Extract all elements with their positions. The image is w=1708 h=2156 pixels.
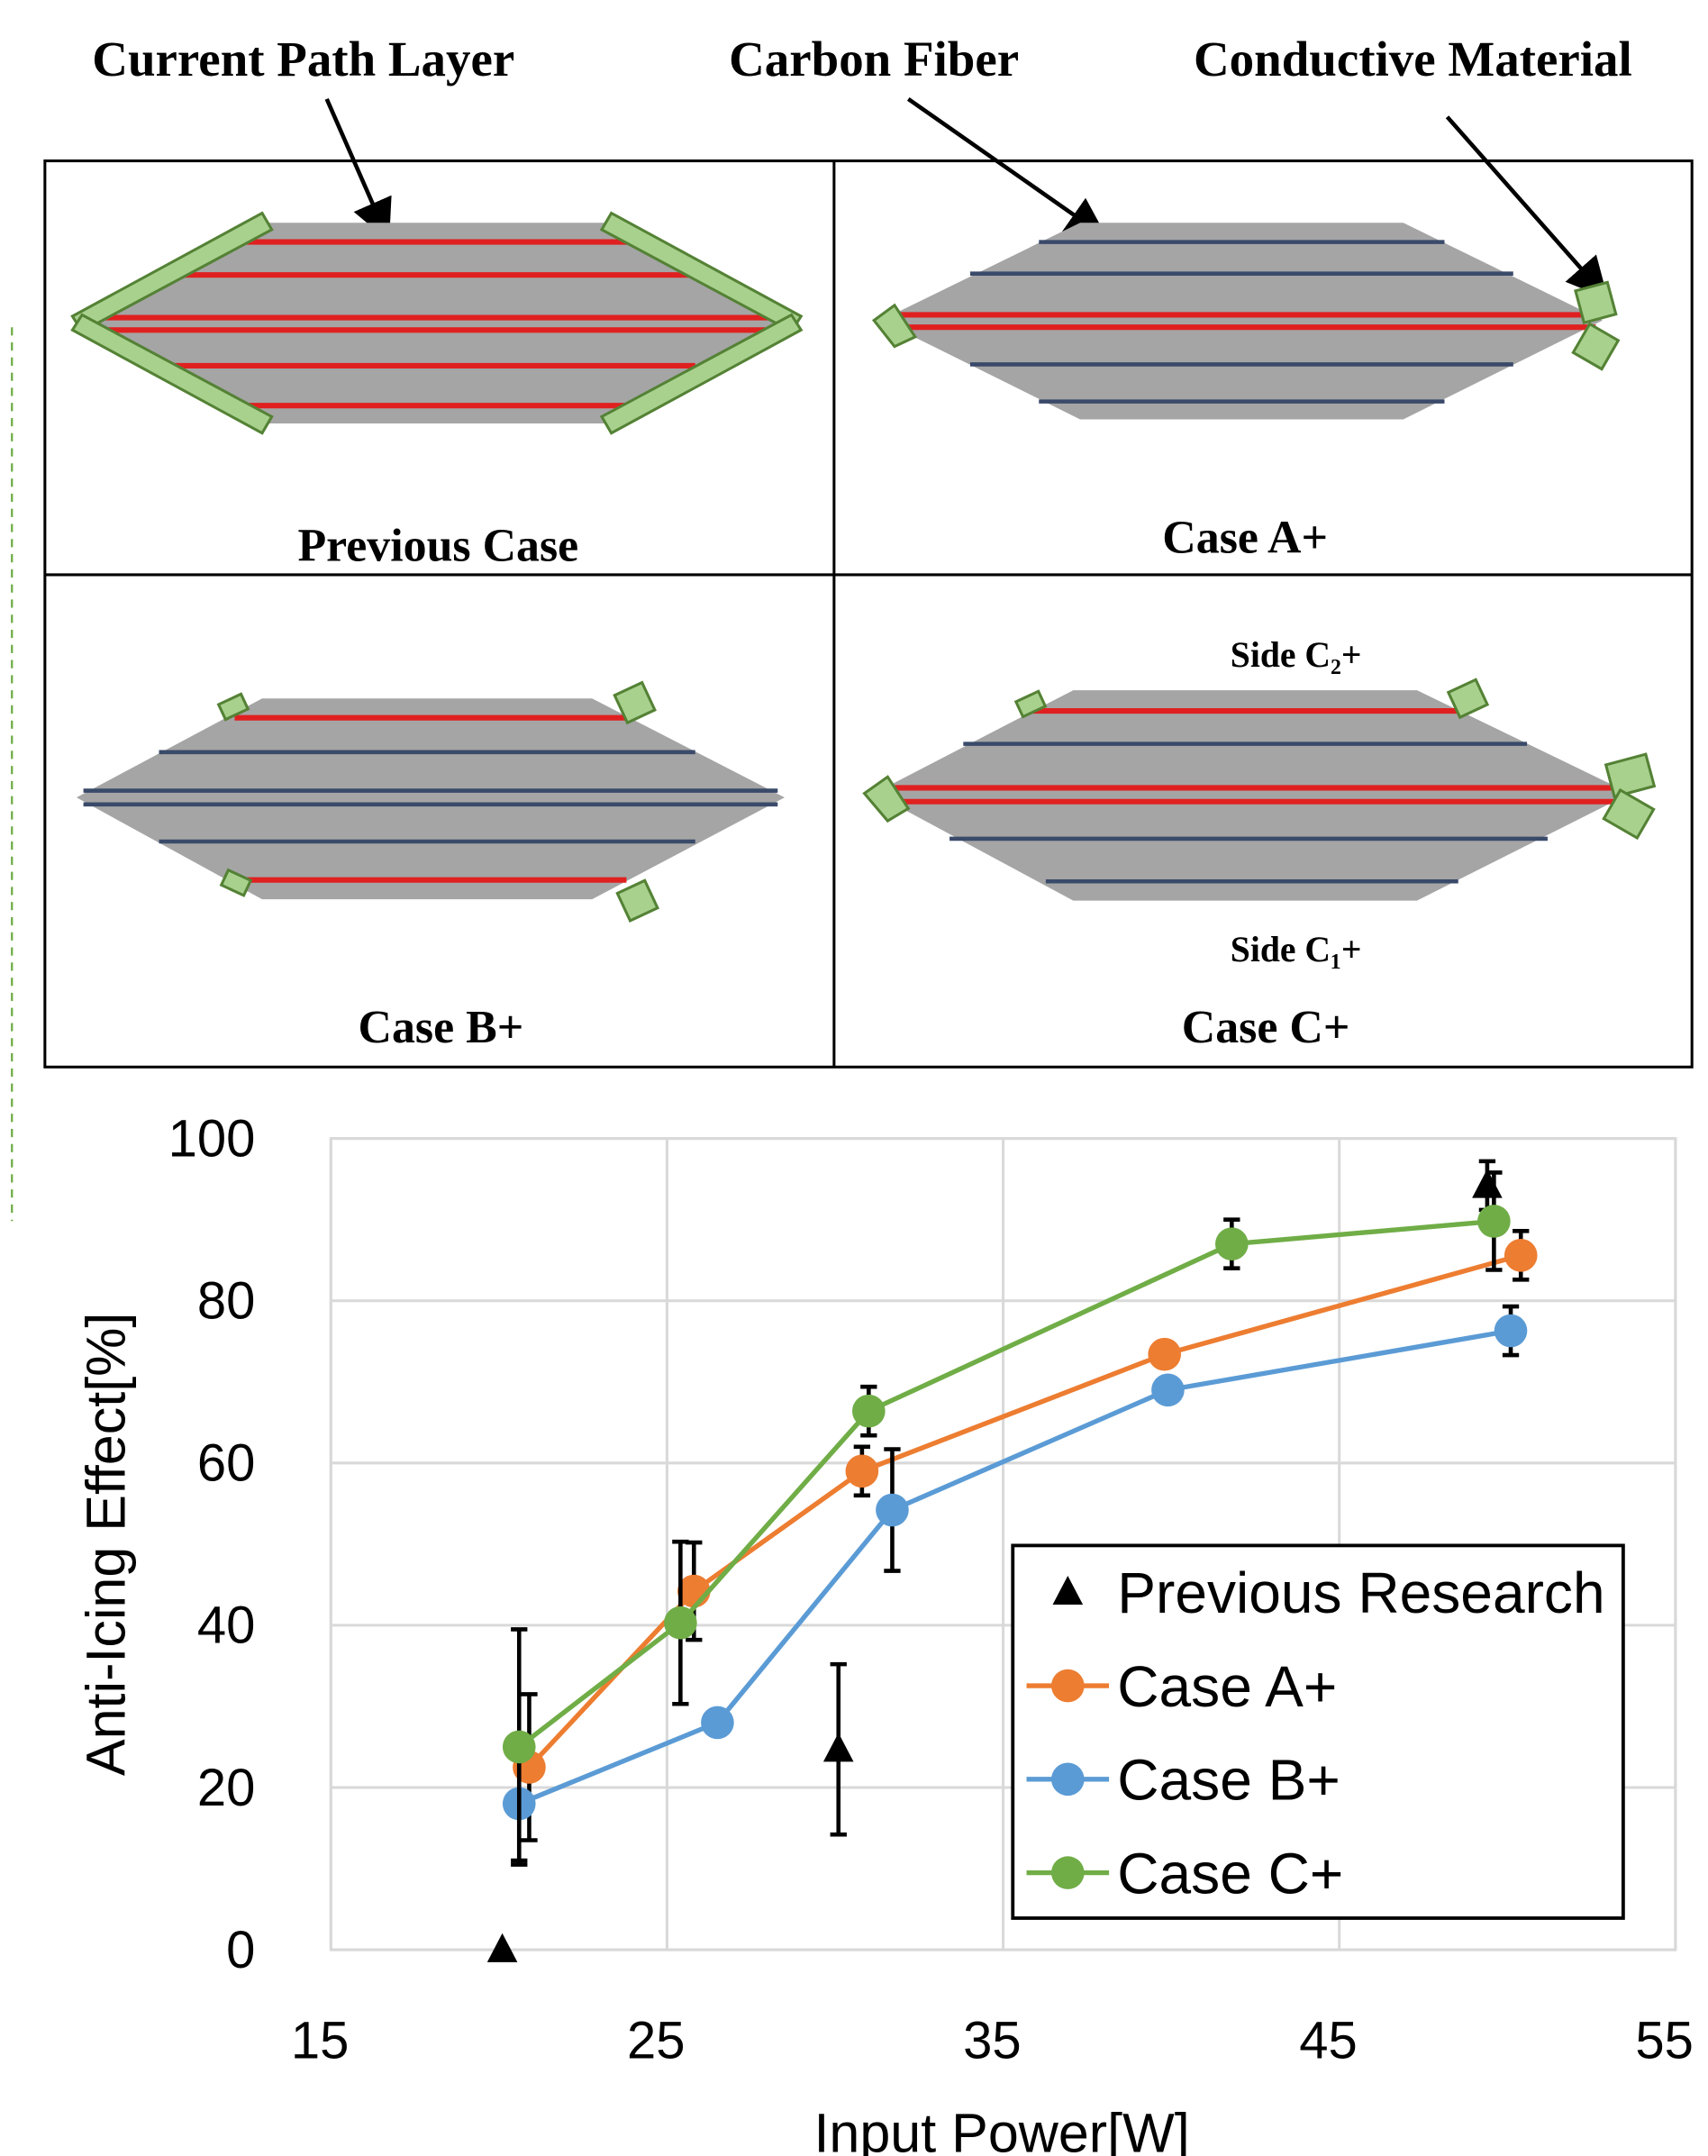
legend-marker [1052,1575,1084,1606]
side-label: Side C₁+ [1231,930,1362,969]
marker [845,1454,879,1488]
arrows [324,97,1609,299]
y-tick-label: 40 [197,1597,255,1655]
x-axis-title: Input Power[W] [813,2102,1189,2156]
marker [701,1706,734,1740]
panel-frame [43,159,1694,1069]
diagram-labels: Current Path Layer Carbon Fiber Conducti… [92,32,1631,86]
marker [822,1733,854,1762]
legend-marker [1051,1762,1085,1797]
y-tick-label: 80 [197,1273,255,1331]
legend-label: Previous Research [1117,1560,1604,1625]
legend-box [1011,1543,1625,1920]
y-tick-label: 20 [197,1760,255,1817]
y-tick-label: 100 [168,1110,256,1168]
x-tick-label: 15 [291,2013,349,2070]
marker [502,1730,536,1764]
marker [486,1933,518,1962]
side-label: Side C₂+ [1231,635,1362,675]
legend-label: Case B+ [1117,1748,1340,1813]
legend-marker [1051,1669,1085,1703]
label: Current Path Layer [92,32,514,86]
marker [1494,1314,1528,1348]
label: Carbon Fiber [729,32,1019,86]
legend-label: Case A+ [1117,1654,1337,1719]
x-tick-label: 55 [1635,2013,1694,2070]
marker [1151,1373,1185,1407]
marker [1148,1337,1182,1371]
panel-title: Previous Case [297,521,578,572]
marker [1477,1205,1511,1238]
x-tick-label: 25 [627,2013,686,2070]
label: Conductive Material [1194,32,1632,86]
marker [1504,1238,1538,1272]
x-tick-label: 35 [963,2013,1022,2070]
panel-title: Case B+ [359,1002,524,1053]
panel-title: Case C+ [1182,1002,1350,1053]
legend-marker [1051,1856,1085,1889]
y-tick-label: 60 [197,1435,255,1493]
legend-label: Case C+ [1117,1842,1343,1906]
marker [664,1606,697,1640]
y-tick-label: 0 [226,1922,255,1979]
marker [852,1394,886,1428]
x-tick-label: 45 [1299,2013,1358,2070]
panels [70,211,1657,923]
panel-title: Case A+ [1162,513,1328,564]
panel-titles: Previous Case Case A+ Case B+ Case C+ Si… [297,513,1361,1053]
marker [876,1493,909,1527]
y-axis-title: Anti-Icing Effect[%] [75,1313,136,1776]
chart: 0 20 40 60 80 100 15 25 35 45 55 Input Power[W] Anti… [75,1110,1694,2156]
marker [1215,1227,1249,1261]
